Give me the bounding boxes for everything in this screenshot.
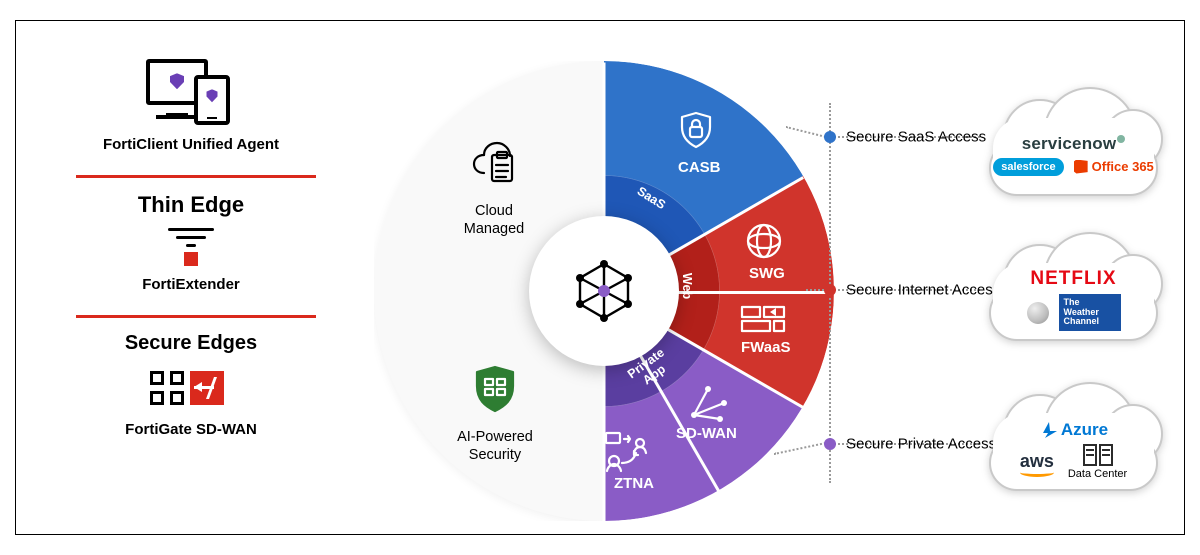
shield-icon [207,89,218,102]
cloud-internet: NETFLIX TheWeatherChannel [981,236,1166,351]
cloud-private: Azure aws Data Center [981,386,1166,501]
left-column: FortiClient Unified Agent Thin Edge Fort… [76,59,306,460]
fwaas-icon [740,305,786,340]
shield-icon [170,73,184,89]
brand-aws: aws [1020,451,1054,472]
access-label-saas: Secure SaaS Access [846,129,986,146]
diagram-frame: FortiClient Unified Agent Thin Edge Fort… [15,20,1185,535]
casb-label: CASB [678,159,721,176]
connector-dot-private [824,438,836,450]
swg-label: SWG [749,265,785,282]
access-label-private: Secure Private Access [846,436,996,453]
secure-edges-title: Secure Edges [76,332,306,355]
ai-shield-icon [467,361,523,417]
fortiextender-icon [168,228,214,268]
swg-icon [744,221,784,266]
wheel-hub [542,229,666,353]
mesh-network-icon [569,256,639,326]
connector-dot-saas [824,131,836,143]
fortigate-sdwan-icon [150,371,232,411]
datacenter-icon [1083,444,1113,466]
thin-edge-title: Thin Edge [76,192,306,218]
forticlient-icon [146,59,236,124]
capability-wheel: CASB SWG FWaaS [374,61,834,521]
brand-azure: Azure [1039,420,1108,440]
sdwan-icon [686,383,730,428]
cloud-clipboard-icon [466,135,522,191]
cloud-saas: servicenow salesforce Office 365 [981,91,1166,206]
brand-salesforce: salesforce [993,158,1063,176]
ztna-label: ZTNA [614,475,654,492]
brand-servicenow: servicenow [1022,134,1126,154]
divider [76,175,316,178]
brand-weather-channel: TheWeatherChannel [1059,294,1121,330]
fortiextender-label: FortiExtender [76,276,306,293]
divider [76,315,316,318]
inner-web-label: Web [680,273,694,299]
brand-office365: Office 365 [1074,159,1154,174]
brand-netflix: NETFLIX [1030,268,1116,290]
fortigate-sdwan-label: FortiGate SD-WAN [76,421,306,438]
forticlient-label: FortiClient Unified Agent [76,136,306,153]
azure-icon [1039,422,1057,438]
brand-wikipedia [1027,302,1049,324]
cloud-managed-feature: CloudManaged [434,135,554,238]
fwaas-label: FWaaS [741,339,790,356]
access-label-internet: Secure Internet Access [846,282,1000,299]
ai-security-feature: AI-PoweredSecurity [430,361,560,464]
brand-datacenter: Data Center [1068,444,1127,480]
connector-dot-internet [824,284,836,296]
sdwan-label: SD-WAN [676,425,737,442]
ztna-icon [604,431,652,478]
casb-icon [674,109,718,158]
